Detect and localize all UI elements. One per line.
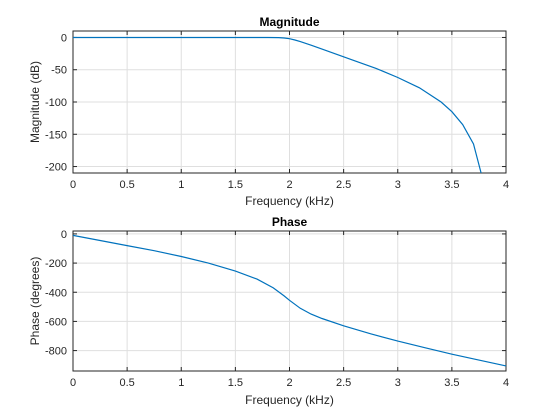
phase-xtick-label: 1.5: [228, 377, 243, 389]
phase-ytick-label: -400: [45, 287, 67, 299]
magnitude-ytick-label: -200: [45, 162, 67, 174]
magnitude-xtick-label: 2: [286, 179, 292, 191]
magnitude-ytick-label: -100: [45, 97, 67, 109]
magnitude-xtick-label: 0.5: [119, 179, 134, 191]
magnitude-xtick-label: 3: [395, 179, 401, 191]
phase-ytick-label: -200: [45, 258, 67, 270]
magnitude-xtick-label: 0: [70, 179, 76, 191]
magnitude-xtick-label: 2.5: [336, 179, 351, 191]
magnitude-xtick-label: 3.5: [444, 179, 459, 191]
magnitude-grid: [72, 31, 507, 173]
phase-xtick-label: 1: [178, 377, 184, 389]
magnitude-line: [73, 36, 482, 174]
magnitude-ylabel: Magnitude (dB): [28, 61, 42, 143]
phase-ytick-label: -800: [45, 346, 67, 358]
magnitude-xlabel: Frequency (kHz): [245, 194, 334, 208]
magnitude-xtick-label: 1.5: [228, 179, 243, 191]
magnitude-title: Magnitude: [260, 15, 320, 29]
phase-xtick-label: 3.5: [444, 377, 459, 389]
phase-title: Phase: [272, 215, 308, 229]
phase-xtick-label: 0.5: [119, 377, 134, 389]
phase-xlabel: Frequency (kHz): [245, 393, 334, 407]
magnitude-xtick-label: 1: [178, 179, 184, 191]
phase-axes: 0 0.5 1 1.5 2 2.5 3 3.5 4 0 -200 -400 -600 -800 Phase…: [28, 215, 509, 407]
magnitude-ytick-label: -150: [45, 129, 67, 141]
magnitude-axes: 0 0.5 1 1.5 2 2.5 3 3.5 4 0 -50 -100 -150 -200 Magnit…: [28, 15, 509, 208]
phase-ticks: 0 0.5 1 1.5 2 2.5 3 3.5 4 0 -200 -400 -600 -800: [45, 229, 509, 389]
phase-xtick-label: 2.5: [336, 377, 351, 389]
magnitude-ticks: 0 0.5 1 1.5 2 2.5 3 3.5 4 0 -50 -100 -150 -200: [45, 31, 509, 191]
magnitude-xtick-label: 4: [503, 179, 509, 191]
phase-xtick-label: 3: [395, 377, 401, 389]
phase-xtick-label: 0: [70, 377, 76, 389]
phase-xtick-label: 4: [503, 377, 509, 389]
phase-ytick-label: -600: [45, 316, 67, 328]
phase-ytick-label: 0: [61, 229, 67, 241]
magnitude-ytick-label: 0: [61, 32, 67, 44]
phase-line: [72, 234, 507, 367]
magnitude-ytick-label: -50: [51, 65, 67, 77]
phase-xtick-label: 2: [286, 377, 292, 389]
phase-ylabel: Phase (degrees): [28, 257, 42, 346]
